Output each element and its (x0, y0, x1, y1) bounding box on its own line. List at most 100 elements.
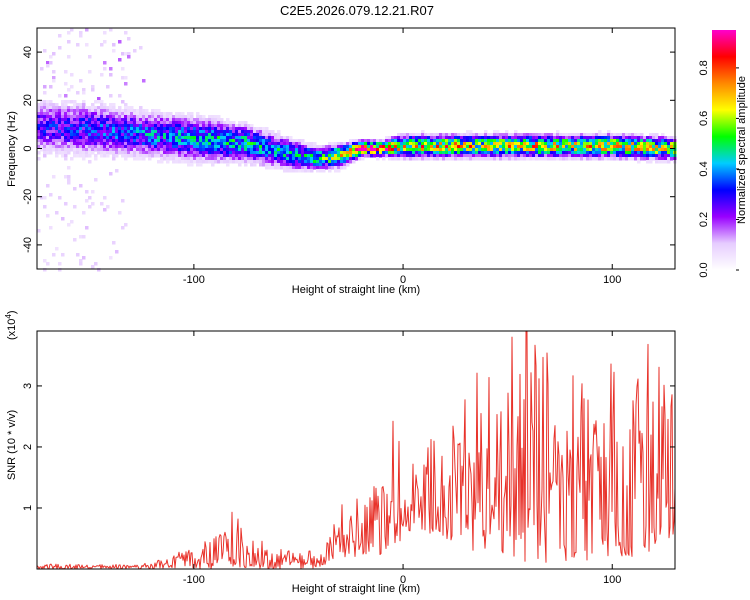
heatmap-cell (637, 160, 641, 164)
heatmap-cell (463, 145, 467, 149)
heatmap-cell (595, 136, 599, 140)
heatmap-cell (607, 154, 611, 158)
heatmap-cell (640, 148, 644, 152)
heatmap-cell (94, 106, 98, 110)
heatmap-cell (409, 133, 413, 137)
heatmap-cell (571, 142, 575, 146)
heatmap-cell (109, 109, 113, 113)
heatmap-cell (541, 157, 545, 161)
heatmap-cell (244, 133, 248, 137)
heatmap-cell (490, 151, 494, 155)
heatmap-cell (178, 121, 182, 125)
heatmap-cell (97, 118, 101, 122)
heatmap-cell (511, 142, 515, 146)
heatmap-cell (70, 220, 74, 224)
heatmap-cell (202, 127, 206, 131)
heatmap-cell (583, 142, 587, 146)
heatmap-cell (343, 148, 347, 152)
heatmap-cell (646, 151, 650, 155)
heatmap-cell (328, 154, 332, 158)
heatmap-cell (148, 121, 152, 125)
heatmap-cell (160, 127, 164, 131)
figure-title: C2E5.2026.079.12.21.R07 (280, 3, 434, 18)
heatmap-cell (430, 133, 434, 137)
heatmap-cell (283, 154, 287, 158)
heatmap-cell (358, 148, 362, 152)
heatmap-cell (550, 151, 554, 155)
heatmap-cell (370, 154, 374, 158)
heatmap-cell (229, 160, 233, 164)
heatmap-cell (124, 118, 128, 122)
heatmap-cell (226, 139, 230, 143)
heatmap-cell (523, 151, 527, 155)
heatmap-cell (640, 154, 644, 158)
heatmap-cell (349, 139, 353, 143)
heatmap-cell (253, 130, 257, 134)
heatmap-cell (349, 145, 353, 149)
heatmap-cell (67, 133, 71, 137)
heatmap-cell (217, 157, 221, 161)
heatmap-cell (259, 127, 263, 131)
heatmap-cell (211, 133, 215, 137)
heatmap-cell (502, 148, 506, 152)
heatmap-cell (268, 136, 272, 140)
heatmap-cell (469, 139, 473, 143)
heatmap-cell (61, 154, 65, 158)
heatmap-cell (163, 121, 167, 125)
heatmap-cell (559, 151, 563, 155)
heatmap-cell (637, 157, 641, 161)
heatmap-cell (238, 139, 242, 143)
heatmap-cell (319, 154, 323, 158)
heatmap-cell (103, 115, 107, 119)
heatmap-cell (67, 124, 71, 128)
heatmap-cell (634, 151, 638, 155)
heatmap-cell (628, 151, 632, 155)
heatmap-cell (397, 133, 401, 137)
heatmap-cell (202, 151, 206, 155)
heatmap-cell (133, 157, 137, 161)
heatmap-cell (79, 142, 83, 146)
heatmap-cell (364, 142, 368, 146)
heatmap-cell (649, 133, 653, 137)
heatmap-cell (58, 106, 62, 110)
heatmap-cell (616, 136, 620, 140)
heatmap-cell (556, 133, 560, 137)
heatmap-cell (427, 154, 431, 158)
heatmap-cell (67, 166, 71, 170)
heatmap-cell (112, 109, 116, 113)
heatmap-cell (94, 112, 98, 116)
heatmap-cell (160, 160, 164, 164)
heatmap-cell (232, 121, 236, 125)
heatmap-cell (541, 145, 545, 149)
heatmap-cell (448, 154, 452, 158)
heatmap-cell (52, 148, 56, 152)
heatmap-cell (100, 136, 104, 140)
heatmap-cell (505, 157, 509, 161)
heatmap-cell (43, 103, 47, 107)
heatmap-cell (310, 151, 314, 155)
heatmap-cell (79, 133, 83, 137)
heatmap-cell (115, 112, 119, 116)
heatmap-cell (475, 145, 479, 149)
heatmap-cell (475, 157, 479, 161)
heatmap-cell (37, 229, 41, 233)
heatmap-cell (55, 136, 59, 140)
heatmap-cell (580, 151, 584, 155)
heatmap-cell (67, 151, 71, 155)
heatmap-cell (397, 157, 401, 161)
heatmap-cell (454, 154, 458, 158)
heatmap-cell (601, 139, 605, 143)
heatmap-cell (550, 157, 554, 161)
heatmap-cell (502, 151, 506, 155)
heatmap-cell (55, 121, 59, 125)
heatmap-cell (418, 133, 422, 137)
heatmap-cell (184, 145, 188, 149)
heatmap-cell (73, 205, 77, 209)
heatmap-cell (136, 157, 140, 161)
heatmap-cell (103, 40, 107, 44)
heatmap-cell (127, 124, 131, 128)
snr-y-tick-label: 3 (22, 383, 34, 389)
heatmap-cell (61, 127, 65, 131)
heatmap-cell (193, 145, 197, 149)
